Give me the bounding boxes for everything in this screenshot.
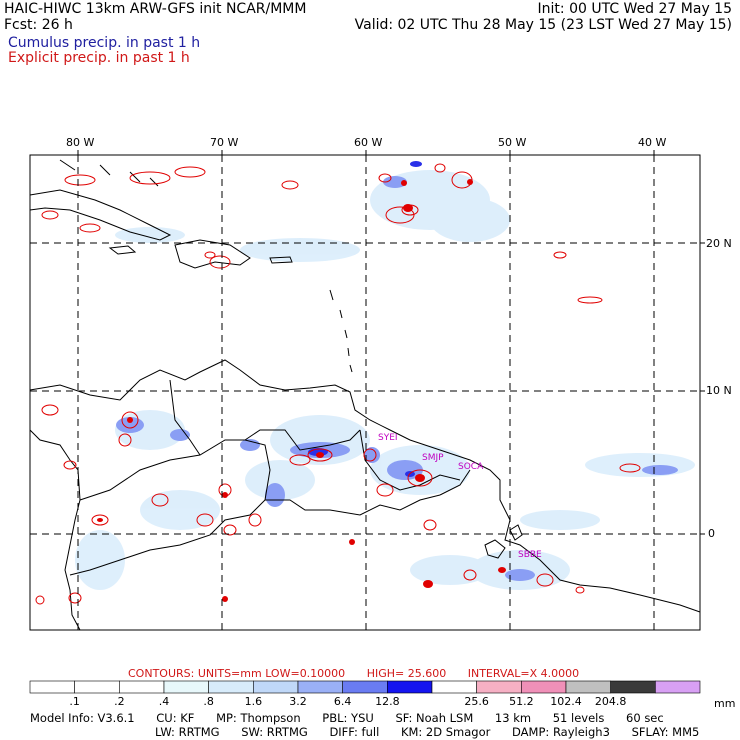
colorbar-swatch [208,680,254,694]
station-label: SYEI [378,433,398,443]
contour-low: CONTOURS: UNITS=mm LOW=0.10000 [128,667,346,680]
map-frame [29,154,701,631]
colorbar-swatch [74,680,120,694]
colorbar-unit: mm [714,697,736,710]
model-info-item: DAMP: Rayleigh3 [512,725,610,739]
model-info-item: SW: RRTMG [241,725,308,739]
colorbar-tick-label: 3.2 [289,695,307,708]
model-info-item: 60 sec [626,711,664,725]
colorbar: .1 .2 .4 .8 1.6 3.2 6.4 12.8 25.6 51.2 102.4 204.8 [29,680,701,708]
lat-lon-grid [30,155,700,630]
model-info-item: CU: KF [156,711,195,725]
forecast-hour: Fcst: 26 h [4,17,73,33]
lat-label: 20 N [706,237,732,250]
heavy-precip-cores [97,179,506,602]
colorbar-swatch [297,680,343,694]
colorbar-swatch [431,680,477,694]
station-label: SBBE [518,550,542,560]
station-label: SOCA [458,462,484,472]
colorbar-swatch [655,680,701,694]
colorbar-swatch [521,680,567,694]
colorbar-swatch [476,680,522,694]
axis-ticks [77,150,705,535]
colorbar-swatch [342,680,388,694]
model-info-item: SF: Noah LSM [395,711,474,725]
colorbar-tick-label: .8 [203,695,214,708]
colorbar-swatch [565,680,611,694]
colorbar-tick-label: 102.4 [550,695,582,708]
model-info-item: DIFF: full [329,725,380,739]
colorbar-tick-label: 204.8 [595,695,627,708]
station-label: SMJP [422,453,444,463]
colorbar-tick-label: 25.6 [464,695,489,708]
colorbar-swatch [253,680,299,694]
model-info-item: PBL: YSU [322,711,374,725]
colorbar-tick-label: 6.4 [334,695,352,708]
colorbar-tick-label: .2 [114,695,125,708]
lon-label: 50 W [498,136,526,149]
contour-info: CONTOURS: UNITS=mm LOW=0.10000 HIGH= 25.… [128,667,597,680]
model-info-item: 51 levels [552,711,605,725]
contour-high: HIGH= 25.600 [366,667,447,680]
lon-label: 70 W [210,136,238,149]
lon-label: 80 W [66,136,94,149]
lat-label: 0 [708,527,715,540]
colorbar-swatch [163,680,209,694]
colorbar-tick-label: 12.8 [375,695,400,708]
model-info-line2: LW: RRTMG SW: RRTMG DIFF: full KM: 2D Sm… [155,725,717,739]
lon-label: 40 W [638,136,666,149]
model-info-line1: Model Info: V3.6.1 CU: KF MP: Thompson P… [30,711,682,725]
colorbar-swatch [387,680,433,694]
legend-explicit: Explicit precip. in past 1 h [8,50,190,66]
model-info-item: Model Info: V3.6.1 [30,711,135,725]
valid-time: Valid: 02 UTC Thu 28 May 15 (23 LST Wed … [354,17,732,33]
legend-cumulus: Cumulus precip. in past 1 h [8,35,201,51]
colorbar-swatch [119,680,165,694]
model-info-item: SFLAY: MM5 [631,725,700,739]
coastlines [29,159,701,631]
colorbar-tick-label: .1 [69,695,80,708]
model-info-item: KM: 2D Smagor [400,725,491,739]
model-info-item: 13 km [494,711,532,725]
colorbar-tick-label: 51.2 [509,695,534,708]
colorbar-tick-label: 1.6 [245,695,263,708]
model-info-item: MP: Thompson [216,711,301,725]
colorbar-swatch [610,680,656,694]
colorbar-swatch [29,680,75,694]
lon-label: 60 W [354,136,382,149]
lat-label: 10 N [706,384,732,397]
contour-interval: INTERVAL=X 4.0000 [467,667,580,680]
init-time: Init: 00 UTC Wed 27 May 15 [537,1,732,17]
colorbar-tick-label: .4 [159,695,170,708]
model-info-item: LW: RRTMG [155,725,220,739]
plot-title: HAIC-HIWC 13km ARW-GFS init NCAR/MMM [4,1,307,17]
